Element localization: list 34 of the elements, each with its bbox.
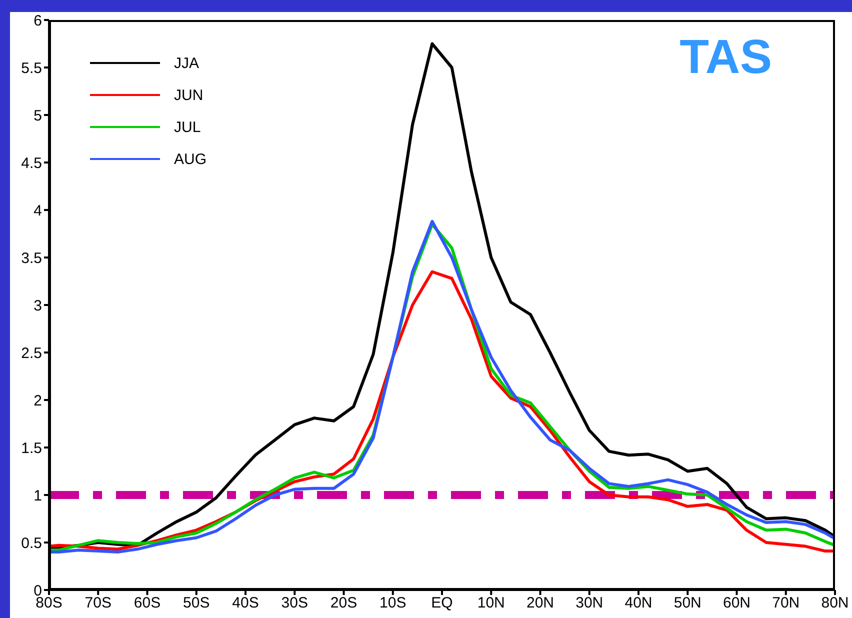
legend-label: AUG — [174, 150, 207, 168]
x-tick-label: 60S — [134, 594, 161, 612]
x-tick-label: 70N — [772, 594, 800, 612]
x-tick-label: 80N — [821, 594, 849, 612]
y-tick-label: 5 — [34, 107, 42, 124]
x-tick-label: 50S — [183, 594, 210, 612]
y-tick-label: 0.5 — [21, 534, 42, 552]
y-tick-label: 3.5 — [21, 250, 42, 267]
y-tick-label: 5.5 — [21, 60, 42, 77]
x-tick-label: 20N — [526, 594, 554, 612]
y-tick-label: 4 — [34, 202, 42, 220]
x-tick-label: 20S — [330, 594, 358, 612]
x-tick-label: 70S — [84, 594, 112, 612]
x-tick-label: 80S — [36, 594, 62, 612]
y-tick-label: 3 — [34, 297, 42, 314]
y-tick-label: 1.5 — [21, 440, 42, 457]
legend-label: JJA — [174, 54, 200, 72]
x-tick-label: 10N — [477, 594, 505, 612]
y-tick-label: 1 — [34, 487, 42, 504]
y-tick-label: 2.5 — [21, 344, 42, 362]
x-tick-label: 40S — [232, 594, 259, 612]
x-tick-label: 50N — [674, 594, 702, 612]
x-tick-label: 30S — [281, 594, 308, 612]
x-tick-label: 40N — [624, 594, 652, 612]
legend-label: JUN — [174, 86, 204, 104]
x-tick-label: 60N — [722, 594, 751, 612]
x-tick-label: 30N — [576, 594, 604, 612]
legend-label: JUL — [174, 118, 201, 136]
x-tick-label: 10S — [380, 594, 406, 612]
annotation: TAS — [680, 30, 772, 85]
y-tick-label: 4.5 — [21, 154, 42, 172]
y-tick-label: 2 — [34, 392, 42, 410]
x-tick-label: EQ — [431, 594, 453, 612]
y-tick-label: 6 — [34, 12, 42, 30]
